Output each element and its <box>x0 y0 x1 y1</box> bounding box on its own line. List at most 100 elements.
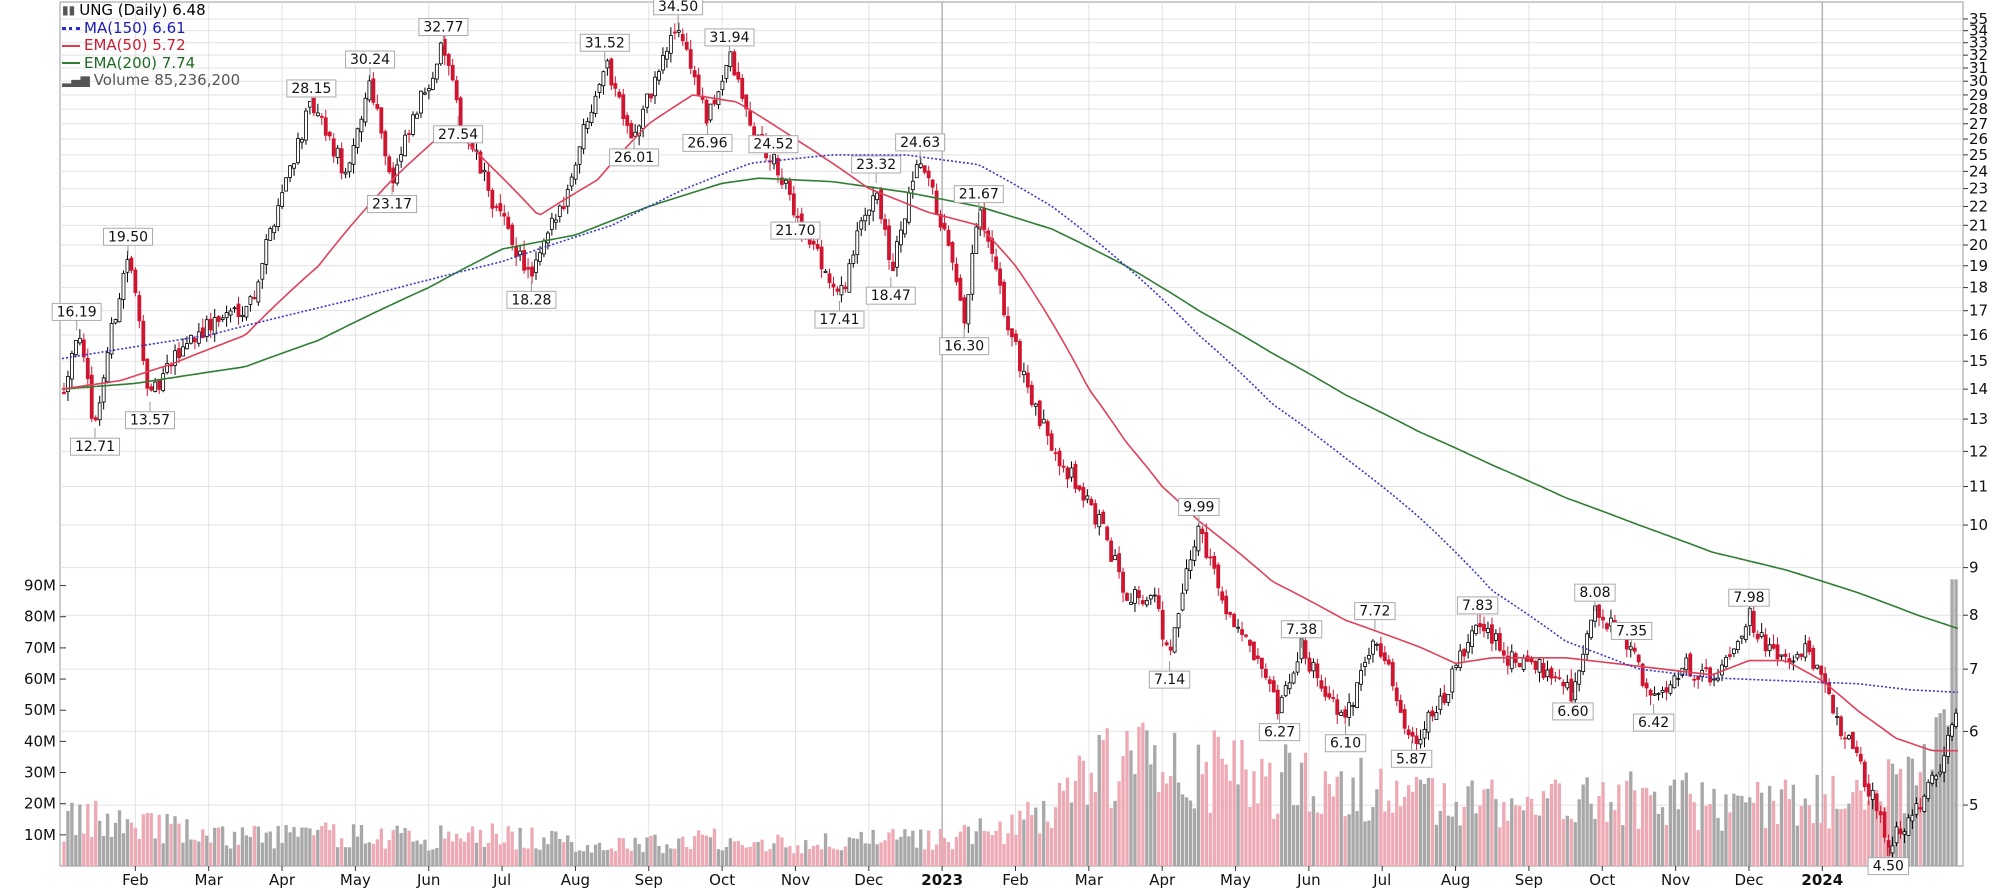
candlestick <box>1771 634 1776 650</box>
time-tick-label: Jul <box>1372 871 1391 889</box>
candlestick <box>1204 523 1209 560</box>
candlestick <box>1137 586 1141 605</box>
candle-body <box>1735 641 1740 650</box>
volume-bar <box>625 848 629 866</box>
candlestick <box>1291 671 1296 685</box>
volume-bar <box>724 847 729 866</box>
candlestick <box>1097 509 1102 536</box>
candlestick <box>577 146 582 174</box>
candlestick <box>1708 666 1712 686</box>
candlestick <box>1335 694 1340 724</box>
candle-body <box>133 269 138 293</box>
volume-bar <box>224 845 229 866</box>
candlestick <box>1799 653 1804 661</box>
candlestick <box>1517 662 1522 668</box>
volume-bar <box>276 825 280 866</box>
candlestick <box>1279 695 1284 714</box>
volume-bar <box>839 850 844 866</box>
price-tick-label: 20 <box>1969 236 1988 254</box>
annotation-label: 7.14 <box>1154 672 1185 688</box>
volume-bar <box>692 836 697 866</box>
volume-bar <box>1299 762 1304 866</box>
volume-bar <box>1458 825 1462 866</box>
candlestick <box>1704 658 1709 673</box>
volume-bar <box>546 844 550 866</box>
volume-bar <box>236 844 241 866</box>
candlestick <box>819 239 824 279</box>
volume-bar <box>1145 730 1149 866</box>
candlestick <box>530 261 534 284</box>
candle-body <box>1644 682 1649 689</box>
volume-bar <box>173 816 177 866</box>
candle-body <box>1426 711 1431 733</box>
volume-bar <box>1640 787 1645 866</box>
candlestick <box>363 92 368 127</box>
candle-body <box>1843 737 1847 740</box>
candlestick <box>1287 673 1292 695</box>
volume-bar <box>1807 805 1811 866</box>
candle-body <box>1890 845 1895 854</box>
candlestick <box>573 162 578 185</box>
candlestick <box>1803 634 1808 662</box>
candlestick <box>343 167 348 179</box>
candle-body <box>1240 629 1244 635</box>
candlestick <box>1375 642 1379 651</box>
time-tick-label: Dec <box>854 871 883 889</box>
candle-body <box>843 286 848 290</box>
candle-body <box>906 192 911 223</box>
price-tick-label: 6 <box>1969 722 1979 740</box>
volume-bar <box>1684 772 1688 866</box>
volume-bar <box>934 844 939 866</box>
volume-bar <box>1474 813 1478 866</box>
volume-bar <box>1767 785 1772 866</box>
candlestick <box>1434 705 1439 720</box>
volume-bar <box>716 849 721 866</box>
volume-bar <box>62 841 66 866</box>
candlestick <box>1636 654 1641 666</box>
volume-tick-label: 40M <box>24 732 56 750</box>
candle-body <box>1811 647 1816 669</box>
annotation-label: 12.71 <box>75 439 115 455</box>
volume-bar <box>439 825 443 866</box>
candle-body <box>256 281 261 303</box>
volume-bar <box>1069 802 1074 866</box>
candlestick <box>736 62 741 83</box>
candle-body <box>902 218 907 235</box>
candle-body <box>1156 595 1161 609</box>
volume-bar <box>1105 728 1109 866</box>
candle-body <box>688 49 693 69</box>
volume-bar <box>478 829 483 866</box>
candlestick <box>228 308 233 323</box>
candlestick <box>196 323 201 347</box>
candlestick <box>1367 647 1371 665</box>
candlestick <box>367 75 372 103</box>
volume-bar <box>887 832 891 866</box>
volume-bar <box>1859 790 1863 866</box>
candle-body <box>260 263 265 280</box>
volume-bar <box>827 846 832 866</box>
candlestick <box>1811 645 1816 671</box>
volume-bar <box>383 848 387 866</box>
candlestick <box>720 75 725 96</box>
volume-bar <box>399 832 403 866</box>
volume-bar <box>403 827 407 866</box>
candle-body <box>1541 663 1546 678</box>
volume-bar <box>1752 802 1756 866</box>
price-annotation: 18.47 <box>865 277 916 305</box>
volume-bar <box>923 849 927 866</box>
volume-bar <box>617 837 621 866</box>
volume-bar <box>570 841 574 866</box>
annotation-box <box>1258 723 1301 742</box>
volume-bar <box>101 835 106 866</box>
volume-bar <box>589 852 594 866</box>
candle-body <box>835 288 840 292</box>
candle-body <box>216 316 221 322</box>
candlestick <box>1180 583 1185 612</box>
price-tick-label: 7 <box>1969 660 1979 678</box>
volume-bar <box>1129 750 1133 866</box>
candle-body <box>1553 676 1558 679</box>
volume-bar <box>978 818 982 866</box>
volume-bar <box>379 828 383 866</box>
candlestick <box>442 30 447 66</box>
volume-bar <box>1200 774 1205 866</box>
